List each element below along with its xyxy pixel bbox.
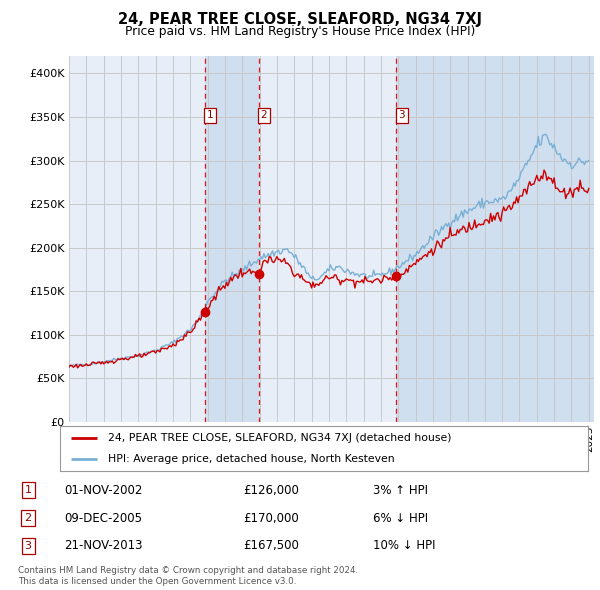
Text: 3: 3 <box>25 541 32 551</box>
Text: 3: 3 <box>398 110 405 120</box>
Bar <box>397 56 594 422</box>
Text: HPI: Average price, detached house, North Kesteven: HPI: Average price, detached house, Nort… <box>107 454 394 464</box>
Text: 01-NOV-2002: 01-NOV-2002 <box>64 484 143 497</box>
Text: This data is licensed under the Open Government Licence v3.0.: This data is licensed under the Open Gov… <box>18 577 296 586</box>
Text: £167,500: £167,500 <box>244 539 299 552</box>
Text: 09-DEC-2005: 09-DEC-2005 <box>64 512 142 525</box>
Text: £170,000: £170,000 <box>244 512 299 525</box>
Text: 1: 1 <box>25 485 32 495</box>
Text: 21-NOV-2013: 21-NOV-2013 <box>64 539 143 552</box>
Bar <box>205 56 259 422</box>
Text: 6% ↓ HPI: 6% ↓ HPI <box>373 512 428 525</box>
Text: 24, PEAR TREE CLOSE, SLEAFORD, NG34 7XJ: 24, PEAR TREE CLOSE, SLEAFORD, NG34 7XJ <box>118 12 482 27</box>
Text: Price paid vs. HM Land Registry's House Price Index (HPI): Price paid vs. HM Land Registry's House … <box>125 25 475 38</box>
Text: 2: 2 <box>260 110 267 120</box>
Text: 3% ↑ HPI: 3% ↑ HPI <box>373 484 428 497</box>
Text: 1: 1 <box>207 110 214 120</box>
Text: 2: 2 <box>25 513 32 523</box>
Text: £126,000: £126,000 <box>244 484 299 497</box>
Text: Contains HM Land Registry data © Crown copyright and database right 2024.: Contains HM Land Registry data © Crown c… <box>18 566 358 575</box>
Text: 10% ↓ HPI: 10% ↓ HPI <box>373 539 436 552</box>
Text: 24, PEAR TREE CLOSE, SLEAFORD, NG34 7XJ (detached house): 24, PEAR TREE CLOSE, SLEAFORD, NG34 7XJ … <box>107 433 451 443</box>
